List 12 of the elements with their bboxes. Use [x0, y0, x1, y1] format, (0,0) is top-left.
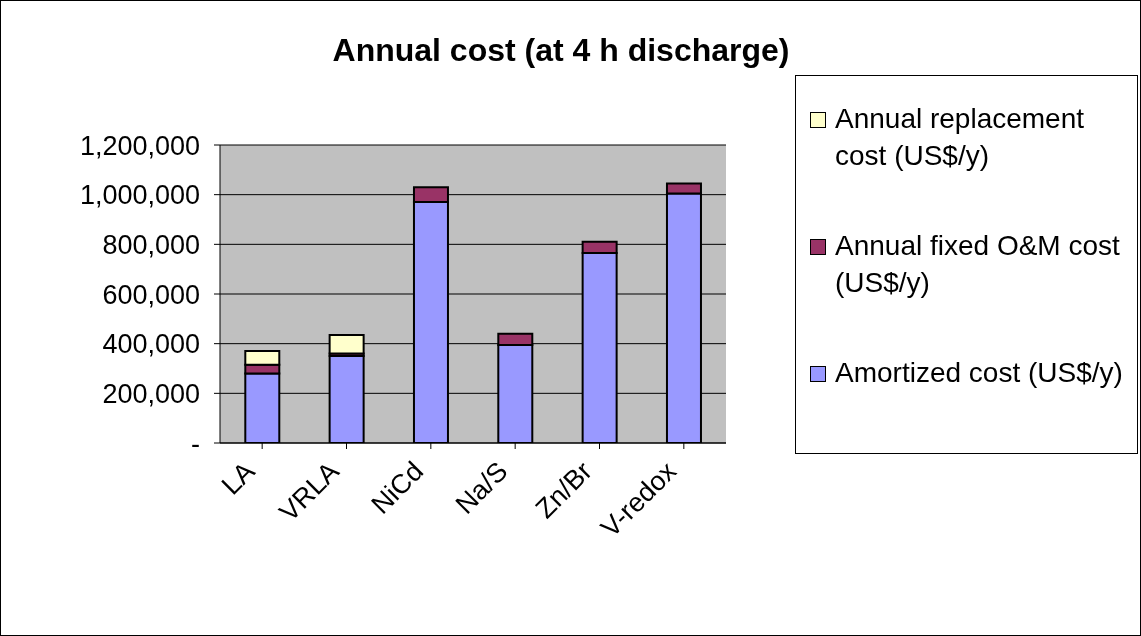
y-tick-label: -	[191, 428, 200, 459]
y-tick-label: 800,000	[102, 229, 200, 260]
legend-label: Annual fixed O&M cost (US$/y)	[835, 229, 1121, 300]
legend-label: Annual replacement cost (US$/y)	[835, 102, 1086, 173]
y-tick-label: 200,000	[102, 378, 200, 409]
y-tick-label: 1,200,000	[79, 130, 200, 161]
legend-label: Amortized cost (US$/y)	[835, 356, 1123, 390]
y-tick-label: 400,000	[102, 329, 200, 360]
y-tick-label: 600,000	[102, 279, 200, 310]
y-tick-label: 1,000,000	[79, 180, 200, 211]
x-tick-label: LA	[215, 456, 261, 501]
chart-title: Annual cost (at 4 h discharge)	[331, 31, 791, 69]
